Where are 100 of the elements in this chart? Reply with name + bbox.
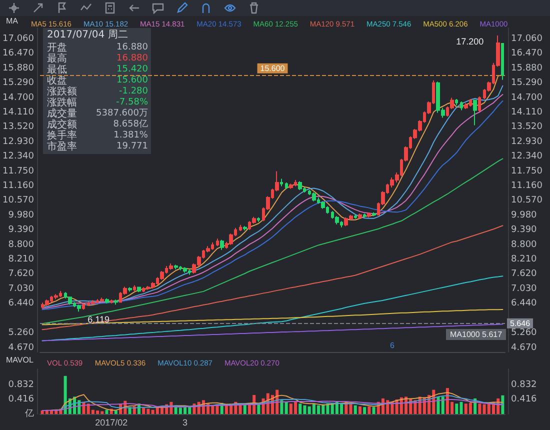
y2-tick-label: 11.750 bbox=[511, 166, 543, 176]
candlestick bbox=[298, 180, 302, 190]
y-tick-label: 11.160 bbox=[2, 181, 34, 192]
candlestick bbox=[174, 264, 178, 270]
y2-tick-label: 9.390 bbox=[511, 225, 538, 236]
y-tick-label: 亿 bbox=[24, 408, 34, 419]
candlestick bbox=[363, 213, 366, 218]
annotation: 15.600 bbox=[116, 76, 148, 86]
annotation: -1.280 bbox=[118, 86, 148, 96]
candlestick bbox=[54, 294, 58, 300]
y-tick-label: 8.800 bbox=[8, 240, 34, 250]
candlestick bbox=[128, 286, 132, 292]
candlestick bbox=[239, 224, 242, 232]
annotation: 15.420 bbox=[116, 64, 148, 74]
annotation: -7.58% bbox=[116, 98, 148, 108]
candlestick bbox=[45, 299, 49, 306]
annotation: 收盘 bbox=[47, 74, 67, 86]
candlestick bbox=[77, 304, 81, 312]
annotation: 换手率 bbox=[47, 130, 77, 142]
annotation: 19.771 bbox=[116, 142, 148, 152]
annotation: 最高 bbox=[47, 52, 67, 64]
y-tick-label: 7.030 bbox=[8, 284, 34, 294]
ref-line-label: 15.600 bbox=[260, 64, 286, 73]
candlestick bbox=[358, 213, 362, 220]
legend-title: MAVOL bbox=[6, 356, 34, 364]
bar bbox=[501, 395, 504, 414]
bar bbox=[142, 408, 146, 414]
y2-tick-label: 12.930 bbox=[511, 136, 543, 147]
bar bbox=[298, 404, 302, 414]
candlestick bbox=[91, 300, 95, 306]
bar bbox=[114, 410, 118, 414]
candlestick bbox=[501, 42, 504, 80]
y2-tick-label: 7.030 bbox=[511, 284, 538, 294]
y2-tick-label: 5.260 bbox=[511, 328, 538, 338]
bar bbox=[284, 402, 288, 414]
candlestick bbox=[473, 99, 477, 126]
bar bbox=[105, 410, 108, 414]
y2-tick-label: 8.210 bbox=[511, 254, 538, 265]
candlestick bbox=[133, 284, 136, 292]
annotation: 开盘 bbox=[47, 42, 67, 54]
candlestick bbox=[367, 212, 371, 218]
bar bbox=[354, 405, 357, 414]
annotation: 6 bbox=[390, 341, 394, 350]
line-series bbox=[42, 158, 504, 324]
candlestick bbox=[372, 212, 376, 217]
line-series bbox=[42, 225, 504, 330]
annotation: 16.880 bbox=[116, 54, 148, 64]
bar bbox=[460, 402, 463, 414]
y2-tick-label: 15.290 bbox=[511, 78, 543, 88]
candlestick bbox=[68, 296, 72, 306]
y-tick-label: 13.520 bbox=[2, 122, 34, 132]
candlestick bbox=[321, 200, 325, 210]
y-tick-label: 5.260 bbox=[8, 328, 34, 338]
y-tick-label: 8.210 bbox=[8, 254, 34, 265]
candlestick bbox=[105, 298, 109, 304]
y2-tick-label: 14.700 bbox=[511, 92, 543, 103]
candlestick bbox=[354, 214, 357, 220]
candlestick bbox=[110, 299, 113, 304]
y2-tick-label: 15.880 bbox=[511, 63, 543, 74]
x-tick-label: 2017/02 bbox=[95, 418, 128, 428]
y-tick-label: 16.470 bbox=[2, 48, 34, 59]
y-tick-label: 7.620 bbox=[8, 269, 34, 280]
annotation: 16.880 bbox=[116, 42, 148, 52]
y-tick-label: 14.110 bbox=[2, 107, 34, 118]
y-tick-label: 11.750 bbox=[2, 166, 34, 176]
y-tick-label: 0.832 bbox=[8, 380, 34, 390]
annotation: 1.381% bbox=[114, 130, 148, 140]
annotation: 市盈率 bbox=[47, 140, 77, 152]
bar bbox=[363, 407, 366, 414]
annotation: 17.200 bbox=[456, 36, 484, 46]
y2-tick-label: 0.416 bbox=[511, 394, 538, 405]
y-tick-label: 17.060 bbox=[2, 34, 34, 44]
y2-tick-label: 11.160 bbox=[511, 181, 543, 192]
candlestick bbox=[257, 216, 260, 222]
y-tick-label: 9.980 bbox=[8, 210, 34, 220]
bar bbox=[436, 396, 440, 414]
bar bbox=[441, 396, 444, 414]
bar bbox=[468, 402, 472, 414]
candlestick bbox=[280, 178, 283, 187]
y-tick-label: 14.700 bbox=[2, 92, 34, 103]
y-tick-label: 4.670 bbox=[8, 342, 34, 353]
y2-tick-label: 13.520 bbox=[511, 122, 543, 132]
legend-title: MA bbox=[6, 16, 19, 26]
y-tick-label: 12.930 bbox=[2, 136, 34, 147]
candlestick bbox=[100, 297, 104, 303]
annotation: 成交额 bbox=[47, 118, 77, 130]
y2-tick-label: 9.980 bbox=[511, 210, 538, 220]
y2-tick-label: 17.060 bbox=[511, 34, 543, 44]
candlestick bbox=[243, 226, 247, 231]
y2-tick-label: 14.110 bbox=[511, 107, 543, 118]
line-series bbox=[42, 324, 504, 342]
candlestick bbox=[289, 183, 293, 190]
candlestick bbox=[183, 266, 187, 274]
y-tick-label: 9.390 bbox=[8, 225, 34, 236]
candlestick bbox=[169, 263, 173, 270]
y2-tick-label: 8.800 bbox=[511, 240, 538, 250]
bar bbox=[372, 407, 376, 414]
candlestick bbox=[82, 302, 85, 310]
bar bbox=[349, 404, 352, 414]
candlestick bbox=[114, 299, 118, 306]
